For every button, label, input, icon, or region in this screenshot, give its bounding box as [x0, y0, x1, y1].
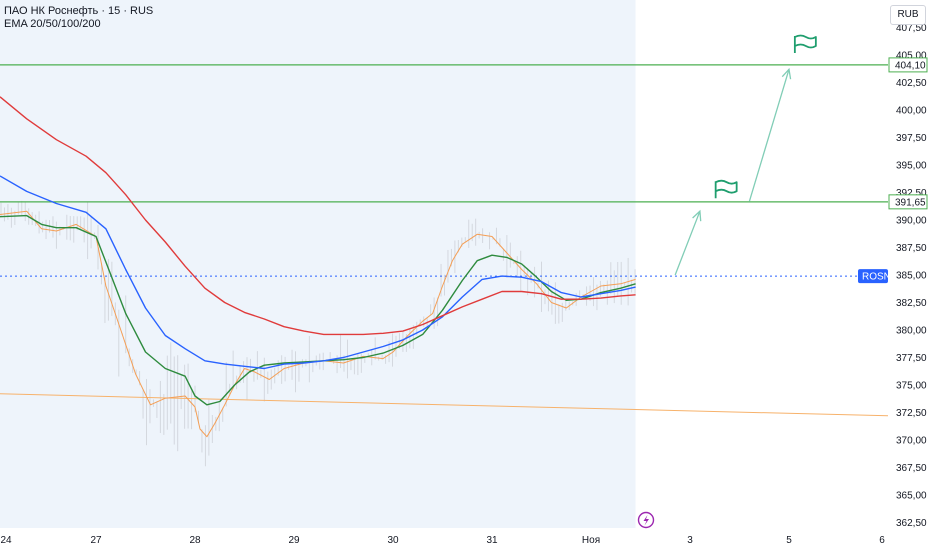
y-tick-label: 370,00	[896, 436, 927, 447]
flag-icon[interactable]	[714, 179, 738, 199]
symbol-badge	[858, 269, 888, 284]
ema-series	[0, 96, 636, 438]
x-tick-label: 3	[687, 535, 693, 546]
y-tick-label: 380,00	[896, 326, 927, 337]
x-tick-label: 5	[786, 535, 792, 546]
symbol-title[interactable]: ПАО НК Роснефть · 15 · RUS	[4, 5, 154, 17]
y-tick-label: 392,50	[896, 188, 927, 199]
ema-line-3	[0, 175, 636, 370]
y-tick-label: 390,00	[896, 216, 927, 227]
y-tick-label: 362,50	[896, 518, 927, 529]
level-badge-label: 391,65	[895, 197, 926, 208]
events-lightning-icon[interactable]	[637, 511, 655, 529]
x-tick-label: 30	[387, 535, 399, 546]
x-tick-label: 27	[90, 535, 102, 546]
price-axis[interactable]: 362,50 365,00 367,50 370,00 372,50 375,00 377,…	[888, 0, 932, 550]
level-badge-label: 404,10	[895, 60, 926, 71]
projection-group[interactable]	[674, 34, 817, 276]
y-tick-label: 395,00	[896, 161, 927, 172]
x-tick-label: 31	[486, 535, 498, 546]
y-tick-label: 397,50	[896, 133, 927, 144]
ema-line-4	[0, 96, 636, 336]
level-badge	[888, 57, 928, 73]
projection-arrowhead-2	[781, 67, 792, 80]
x-tick-label: 6	[879, 535, 885, 546]
level-badge	[888, 194, 928, 210]
x-tick-label: 29	[288, 535, 300, 546]
y-tick-label: 387,50	[896, 243, 927, 254]
price-axis-background	[888, 0, 932, 550]
projection-arrowhead-1	[692, 209, 702, 222]
y-tick-label: 407,50	[896, 23, 927, 34]
y-tick-label: 367,50	[896, 463, 927, 474]
currency-button[interactable]: RUB	[890, 5, 926, 25]
projection-arrow-1[interactable]	[674, 210, 701, 276]
y-tick-label: 365,00	[896, 491, 927, 502]
y-tick-label: 377,50	[896, 353, 927, 364]
y-tick-label: 375,00	[896, 381, 927, 392]
y-tick-label: 372,50	[896, 408, 927, 419]
x-tick-label: 28	[189, 535, 201, 546]
y-tick-label: 402,50	[896, 78, 927, 89]
price-badges: 404,10 391,65 ROSN	[858, 57, 928, 284]
symbol-badge-label: ROSN	[862, 272, 891, 283]
lightning-bolt	[643, 515, 649, 526]
y-tick-label: 382,50	[896, 298, 927, 309]
flag-icon[interactable]	[793, 34, 817, 54]
y-tick-label: 400,00	[896, 106, 927, 117]
chart-legend: ПАО НК Роснефть · 15 · RUS EMA 20/50/100…	[4, 5, 153, 31]
horizontal-levels[interactable]	[0, 64, 888, 277]
y-tick-label: 405,00	[896, 51, 927, 62]
trendline-group[interactable]	[0, 393, 889, 417]
history-background	[0, 0, 636, 528]
projection-arrow-2[interactable]	[748, 69, 790, 202]
x-tick-label: 24	[0, 535, 12, 546]
time-axis-background	[0, 528, 932, 550]
time-axis[interactable]: 24 27 28 29 30 31 Ноя 3 5 6	[0, 528, 932, 550]
indicator-label[interactable]: EMA 20/50/100/200	[4, 18, 101, 30]
x-tick-label: Ноя	[582, 535, 600, 546]
y-tick-label: 385,00	[896, 271, 927, 282]
trendline[interactable]	[0, 393, 889, 417]
